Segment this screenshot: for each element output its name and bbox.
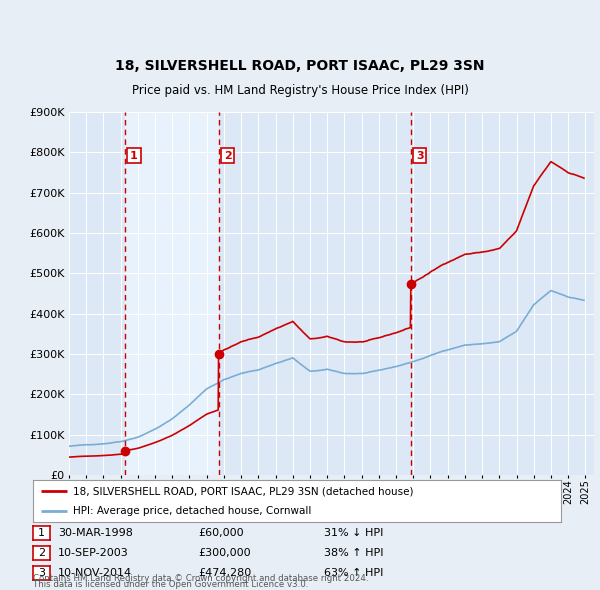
Text: 3: 3 [416,150,424,160]
Text: This data is licensed under the Open Government Licence v3.0.: This data is licensed under the Open Gov… [33,581,308,589]
Text: £474,280: £474,280 [198,568,251,578]
Text: £300,000: £300,000 [198,548,251,558]
Text: 31% ↓ HPI: 31% ↓ HPI [324,528,383,537]
Text: 18, SILVERSHELL ROAD, PORT ISAAC, PL29 3SN (detached house): 18, SILVERSHELL ROAD, PORT ISAAC, PL29 3… [73,486,413,496]
Text: 38% ↑ HPI: 38% ↑ HPI [324,548,383,558]
Text: £60,000: £60,000 [198,528,244,537]
Text: HPI: Average price, detached house, Cornwall: HPI: Average price, detached house, Corn… [73,506,311,516]
Text: 10-NOV-2014: 10-NOV-2014 [58,568,133,578]
Text: Contains HM Land Registry data © Crown copyright and database right 2024.: Contains HM Land Registry data © Crown c… [33,574,368,583]
Bar [218,112,411,475]
Text: 18, SILVERSHELL ROAD, PORT ISAAC, PL29 3SN: 18, SILVERSHELL ROAD, PORT ISAAC, PL29 3… [115,58,485,73]
Text: 1: 1 [130,150,138,160]
Text: 2: 2 [224,150,232,160]
Text: Price paid vs. HM Land Registry's House Price Index (HPI): Price paid vs. HM Land Registry's House … [131,84,469,97]
Text: 2: 2 [38,548,45,558]
Text: 10-SEP-2003: 10-SEP-2003 [58,548,129,558]
Text: 3: 3 [38,568,45,578]
Bar [125,112,218,475]
Text: 30-MAR-1998: 30-MAR-1998 [58,528,133,537]
Text: 63% ↑ HPI: 63% ↑ HPI [324,568,383,578]
Text: 1: 1 [38,528,45,537]
